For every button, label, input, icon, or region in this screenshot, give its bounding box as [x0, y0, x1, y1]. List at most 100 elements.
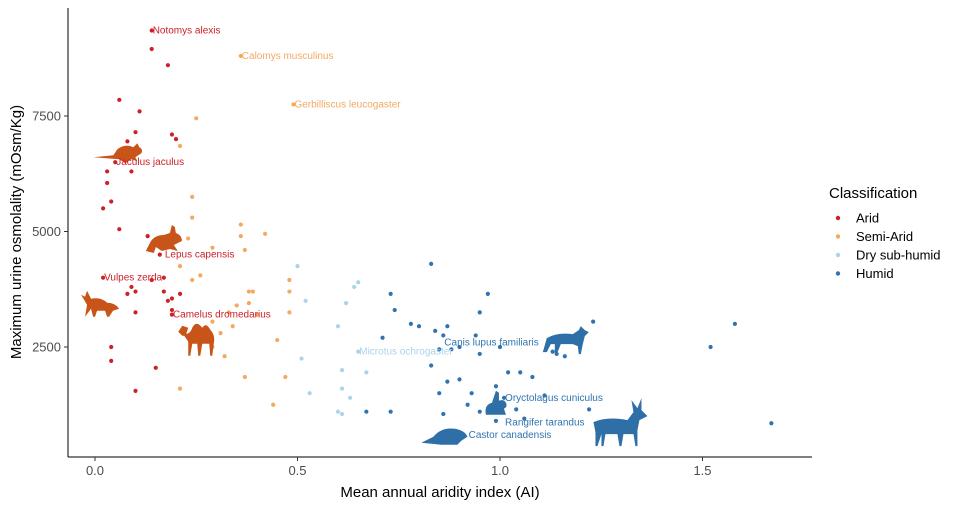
point-arid: [133, 388, 138, 393]
point-humid: [591, 319, 596, 324]
point-arid: [133, 310, 138, 315]
y-tick-label: 5000: [32, 224, 61, 239]
point-semi-arid: [230, 324, 235, 329]
point-humid: [449, 347, 454, 352]
annotation-label: Vulpes zerda: [104, 273, 162, 284]
point-arid: [109, 358, 114, 363]
point-semi-arid: [246, 289, 251, 294]
point-humid: [473, 333, 478, 338]
ticks: 0.0 0.5 1.0 1.5 2500 5000 7500: [32, 109, 711, 479]
point-semi-arid: [210, 245, 215, 250]
point-dry-sub-humid: [356, 349, 361, 354]
point-dry-sub-humid: [307, 391, 312, 396]
legend-label: Arid: [856, 211, 879, 226]
point-humid: [437, 347, 442, 352]
annotations: Notomys alexis Calomys musculinus Gerbilli…: [104, 26, 603, 441]
point-humid: [506, 370, 511, 375]
point-arid: [105, 169, 110, 174]
point-arid: [173, 137, 179, 142]
point-semi-arid: [210, 319, 215, 324]
point-arid: [109, 199, 114, 204]
point-humid: [445, 379, 450, 384]
axes: [67, 8, 812, 458]
points: [101, 28, 774, 437]
point-semi-arid: [242, 374, 247, 380]
legend-label: Dry sub-humid: [856, 248, 941, 263]
point-humid: [542, 393, 547, 398]
point-semi-arid: [186, 236, 191, 241]
point-dry-sub-humid: [356, 280, 361, 285]
point-humid: [429, 363, 434, 368]
point-semi-arid: [271, 402, 276, 407]
point-semi-arid: [190, 277, 195, 283]
point-semi-arid: [177, 143, 183, 149]
point-humid: [392, 307, 397, 313]
point-semi-arid: [291, 102, 296, 107]
point-arid: [101, 275, 106, 280]
annotation-label: Calomys musculinus: [242, 51, 334, 62]
fennec-fox-icon: [81, 290, 120, 317]
legend-key-semi-arid: [835, 234, 841, 239]
point-arid: [105, 180, 110, 186]
point-semi-arid: [275, 337, 280, 343]
annotation-label: Microtus ochrogaster: [359, 347, 453, 358]
point-humid: [457, 344, 462, 350]
point-arid: [109, 344, 114, 350]
point-humid: [477, 351, 482, 357]
point-humid: [550, 349, 555, 354]
point-arid: [149, 28, 154, 33]
point-humid: [364, 409, 369, 414]
point-humid: [477, 409, 482, 414]
point-humid: [380, 335, 385, 340]
point-arid: [133, 289, 138, 294]
point-arid: [149, 277, 154, 283]
point-humid: [429, 261, 434, 266]
beaver-icon: [421, 428, 468, 445]
point-humid: [465, 402, 470, 407]
reindeer-icon: [593, 398, 648, 447]
legend-title: Classification: [829, 185, 917, 202]
point-semi-arid: [238, 53, 243, 59]
point-semi-arid: [254, 312, 260, 317]
point-arid: [177, 291, 183, 296]
point-arid: [113, 160, 118, 165]
point-semi-arid: [238, 222, 243, 227]
point-humid: [408, 321, 413, 326]
point-humid: [416, 324, 422, 329]
point-dry-sub-humid: [295, 264, 300, 269]
point-humid: [493, 418, 499, 424]
point-humid: [518, 370, 523, 375]
legend-label: Humid: [856, 266, 894, 281]
point-humid: [441, 333, 446, 338]
point-arid: [161, 275, 166, 280]
point-semi-arid: [250, 289, 256, 294]
annotation-label: Notomys alexis: [153, 26, 221, 37]
point-humid: [441, 411, 446, 417]
point-semi-arid: [246, 301, 251, 306]
legend-key-arid: [835, 215, 841, 221]
point-arid: [101, 206, 106, 211]
point-semi-arid: [222, 354, 227, 359]
y-tick-label: 2500: [32, 340, 61, 355]
rabbit-icon: [485, 390, 507, 415]
point-humid: [587, 407, 592, 412]
point-arid: [125, 291, 130, 296]
point-semi-arid: [190, 194, 195, 199]
point-humid: [732, 321, 738, 326]
point-arid: [165, 298, 170, 303]
point-dry-sub-humid: [335, 324, 341, 329]
point-humid: [708, 344, 713, 350]
point-humid: [497, 344, 503, 350]
point-semi-arid: [287, 277, 292, 283]
point-semi-arid: [190, 215, 195, 220]
point-semi-arid: [242, 247, 247, 253]
point-semi-arid: [234, 303, 239, 308]
legend: Classification Arid Semi-Arid Dry sub-humi…: [829, 185, 941, 281]
legend-key-humid: [835, 271, 841, 276]
point-humid: [501, 395, 507, 400]
x-tick-label: 0.0: [86, 463, 104, 478]
point-semi-arid: [218, 331, 223, 336]
point-dry-sub-humid: [339, 411, 345, 417]
point-dry-sub-humid: [339, 386, 345, 391]
